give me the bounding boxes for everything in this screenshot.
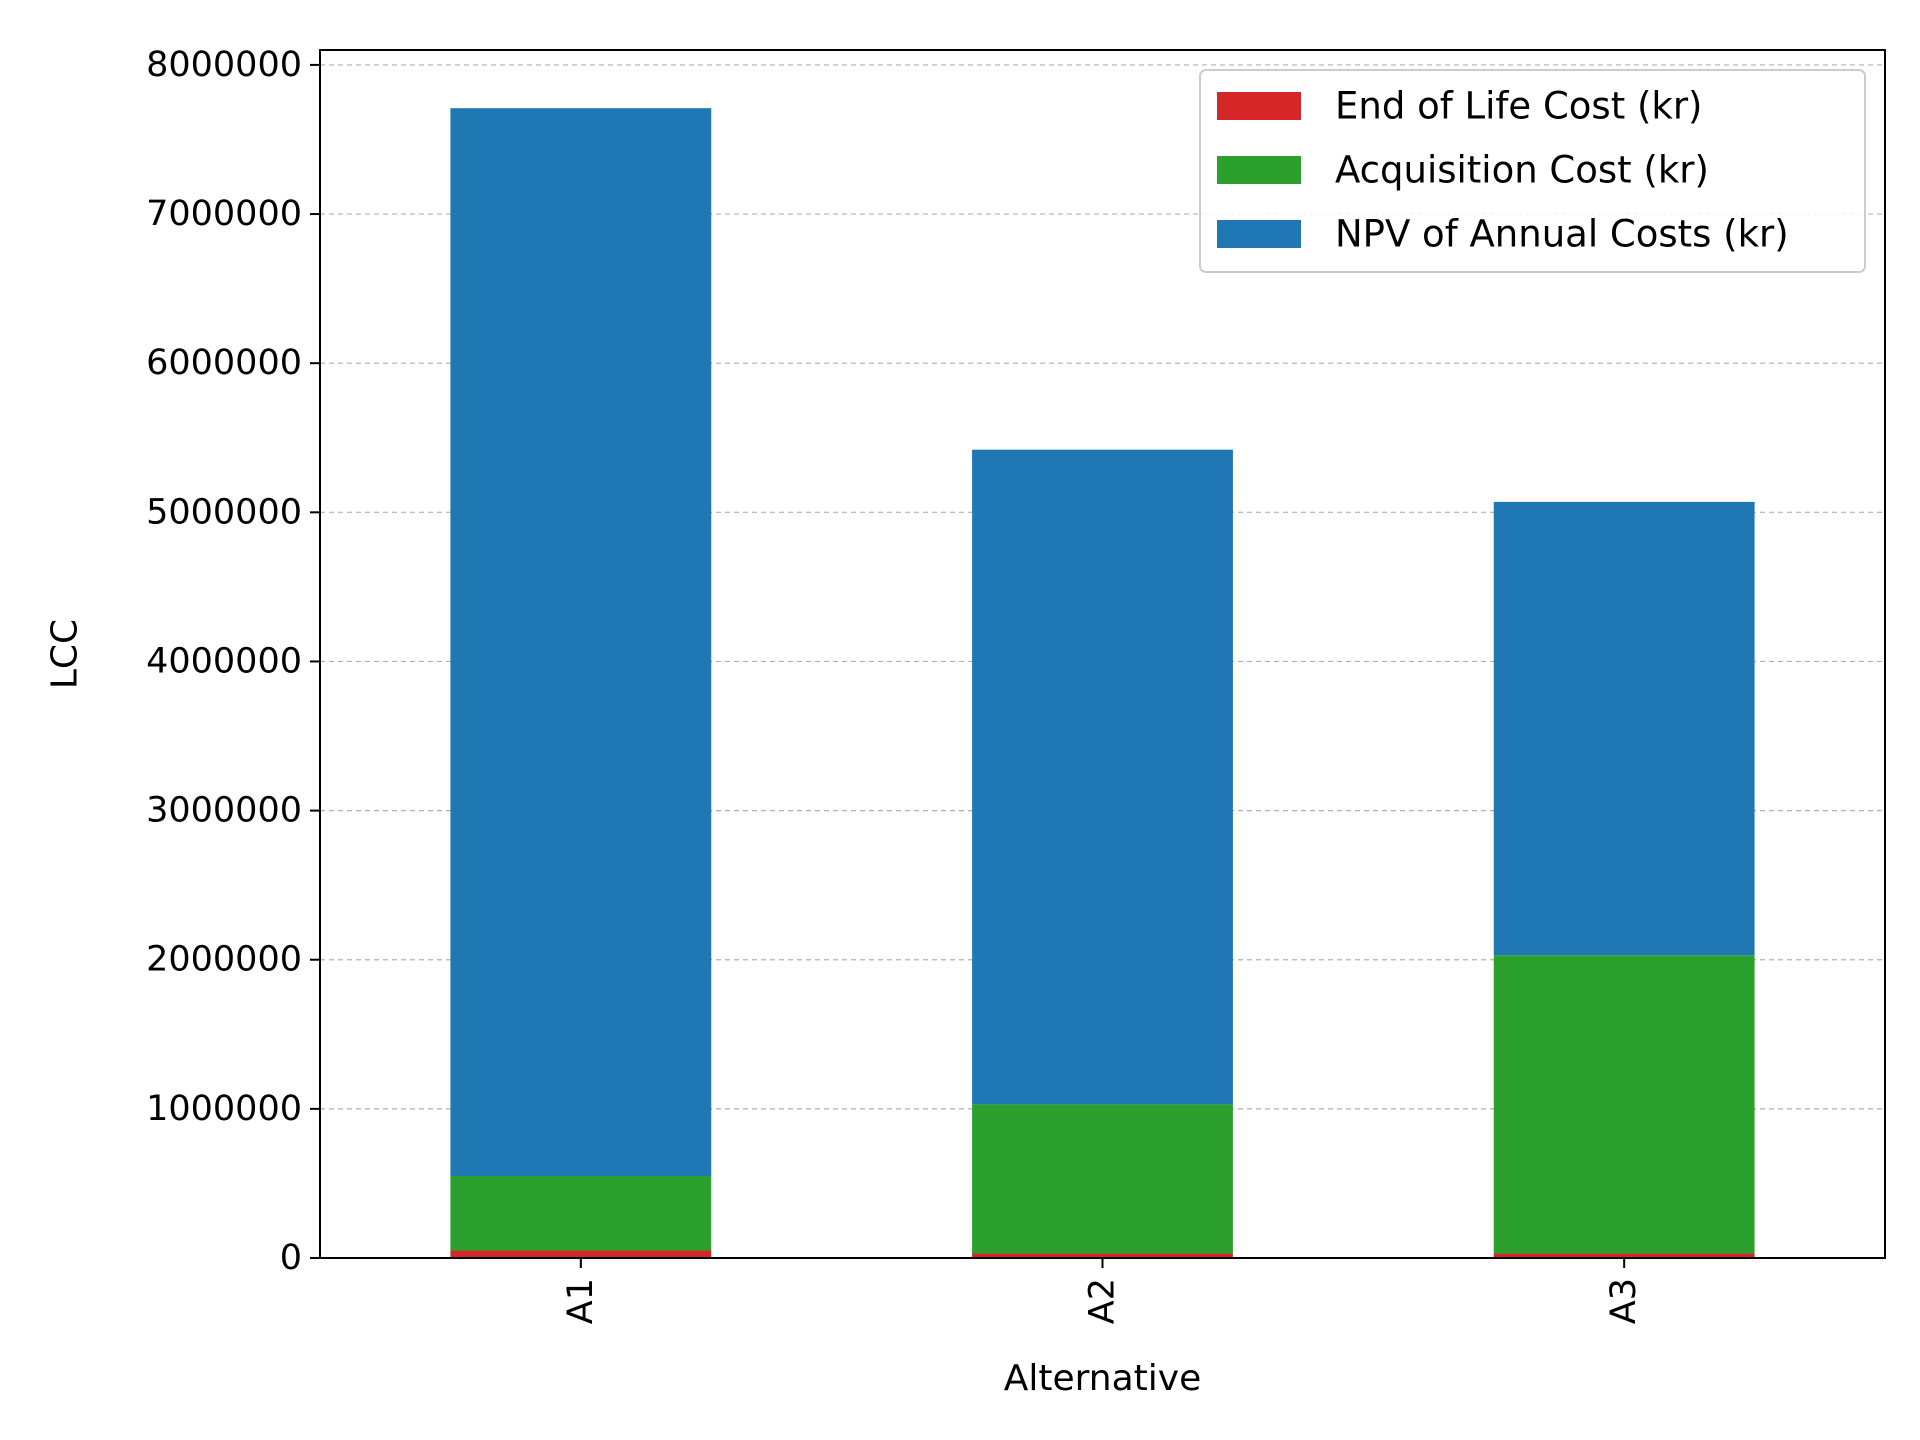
y-tick-label-1: 1000000 <box>146 1089 302 1129</box>
y-tick-label-5: 5000000 <box>146 492 302 532</box>
legend-swatch-2 <box>1217 220 1301 248</box>
legend-label-0: End of Life Cost (kr) <box>1335 85 1702 128</box>
bar-a2-series-2 <box>972 449 1233 1105</box>
bar-a2-series-1 <box>972 1104 1233 1254</box>
bar-a1-series-2 <box>450 108 712 1176</box>
y-tick-label-0: 0 <box>280 1238 302 1278</box>
legend-label-1: Acquisition Cost (kr) <box>1335 149 1709 192</box>
x-tick-label-a3: A3 <box>1604 1278 1644 1324</box>
y-tick-label-7: 7000000 <box>146 194 302 234</box>
bar-a3-series-0 <box>1493 1253 1755 1258</box>
legend: End of Life Cost (kr) Acquisition Cost (k… <box>1199 69 1866 273</box>
bar-a3-series-1 <box>1493 955 1755 1254</box>
x-tick-label-a2: A2 <box>1083 1278 1123 1324</box>
y-axis-ticks: 0 1000000 2000000 3000000 4000000 5000000 6000… <box>146 45 320 1278</box>
legend-box <box>1199 69 1866 273</box>
y-tick-label-8: 8000000 <box>146 45 302 85</box>
bar-a1-series-0 <box>450 1250 712 1258</box>
legend-label-2: NPV of Annual Costs (kr) <box>1335 213 1789 256</box>
bars <box>450 108 1755 1258</box>
bar-a2-series-0 <box>972 1253 1233 1258</box>
y-tick-label-4: 4000000 <box>146 641 302 681</box>
y-tick-label-2: 2000000 <box>146 940 302 980</box>
y-tick-label-6: 6000000 <box>146 343 302 383</box>
legend-swatch-1 <box>1217 156 1301 184</box>
x-tick-label-a1: A1 <box>561 1278 601 1324</box>
x-axis-label: Alternative <box>1004 1358 1202 1399</box>
bar-a3-series-2 <box>1493 501 1755 956</box>
y-tick-label-3: 3000000 <box>146 791 302 831</box>
bar-a1-series-1 <box>450 1175 712 1251</box>
legend-swatch-0 <box>1217 92 1301 120</box>
x-axis-ticks: A1 A2 A3 <box>561 1258 1644 1324</box>
y-axis-label: LCC <box>45 619 86 689</box>
